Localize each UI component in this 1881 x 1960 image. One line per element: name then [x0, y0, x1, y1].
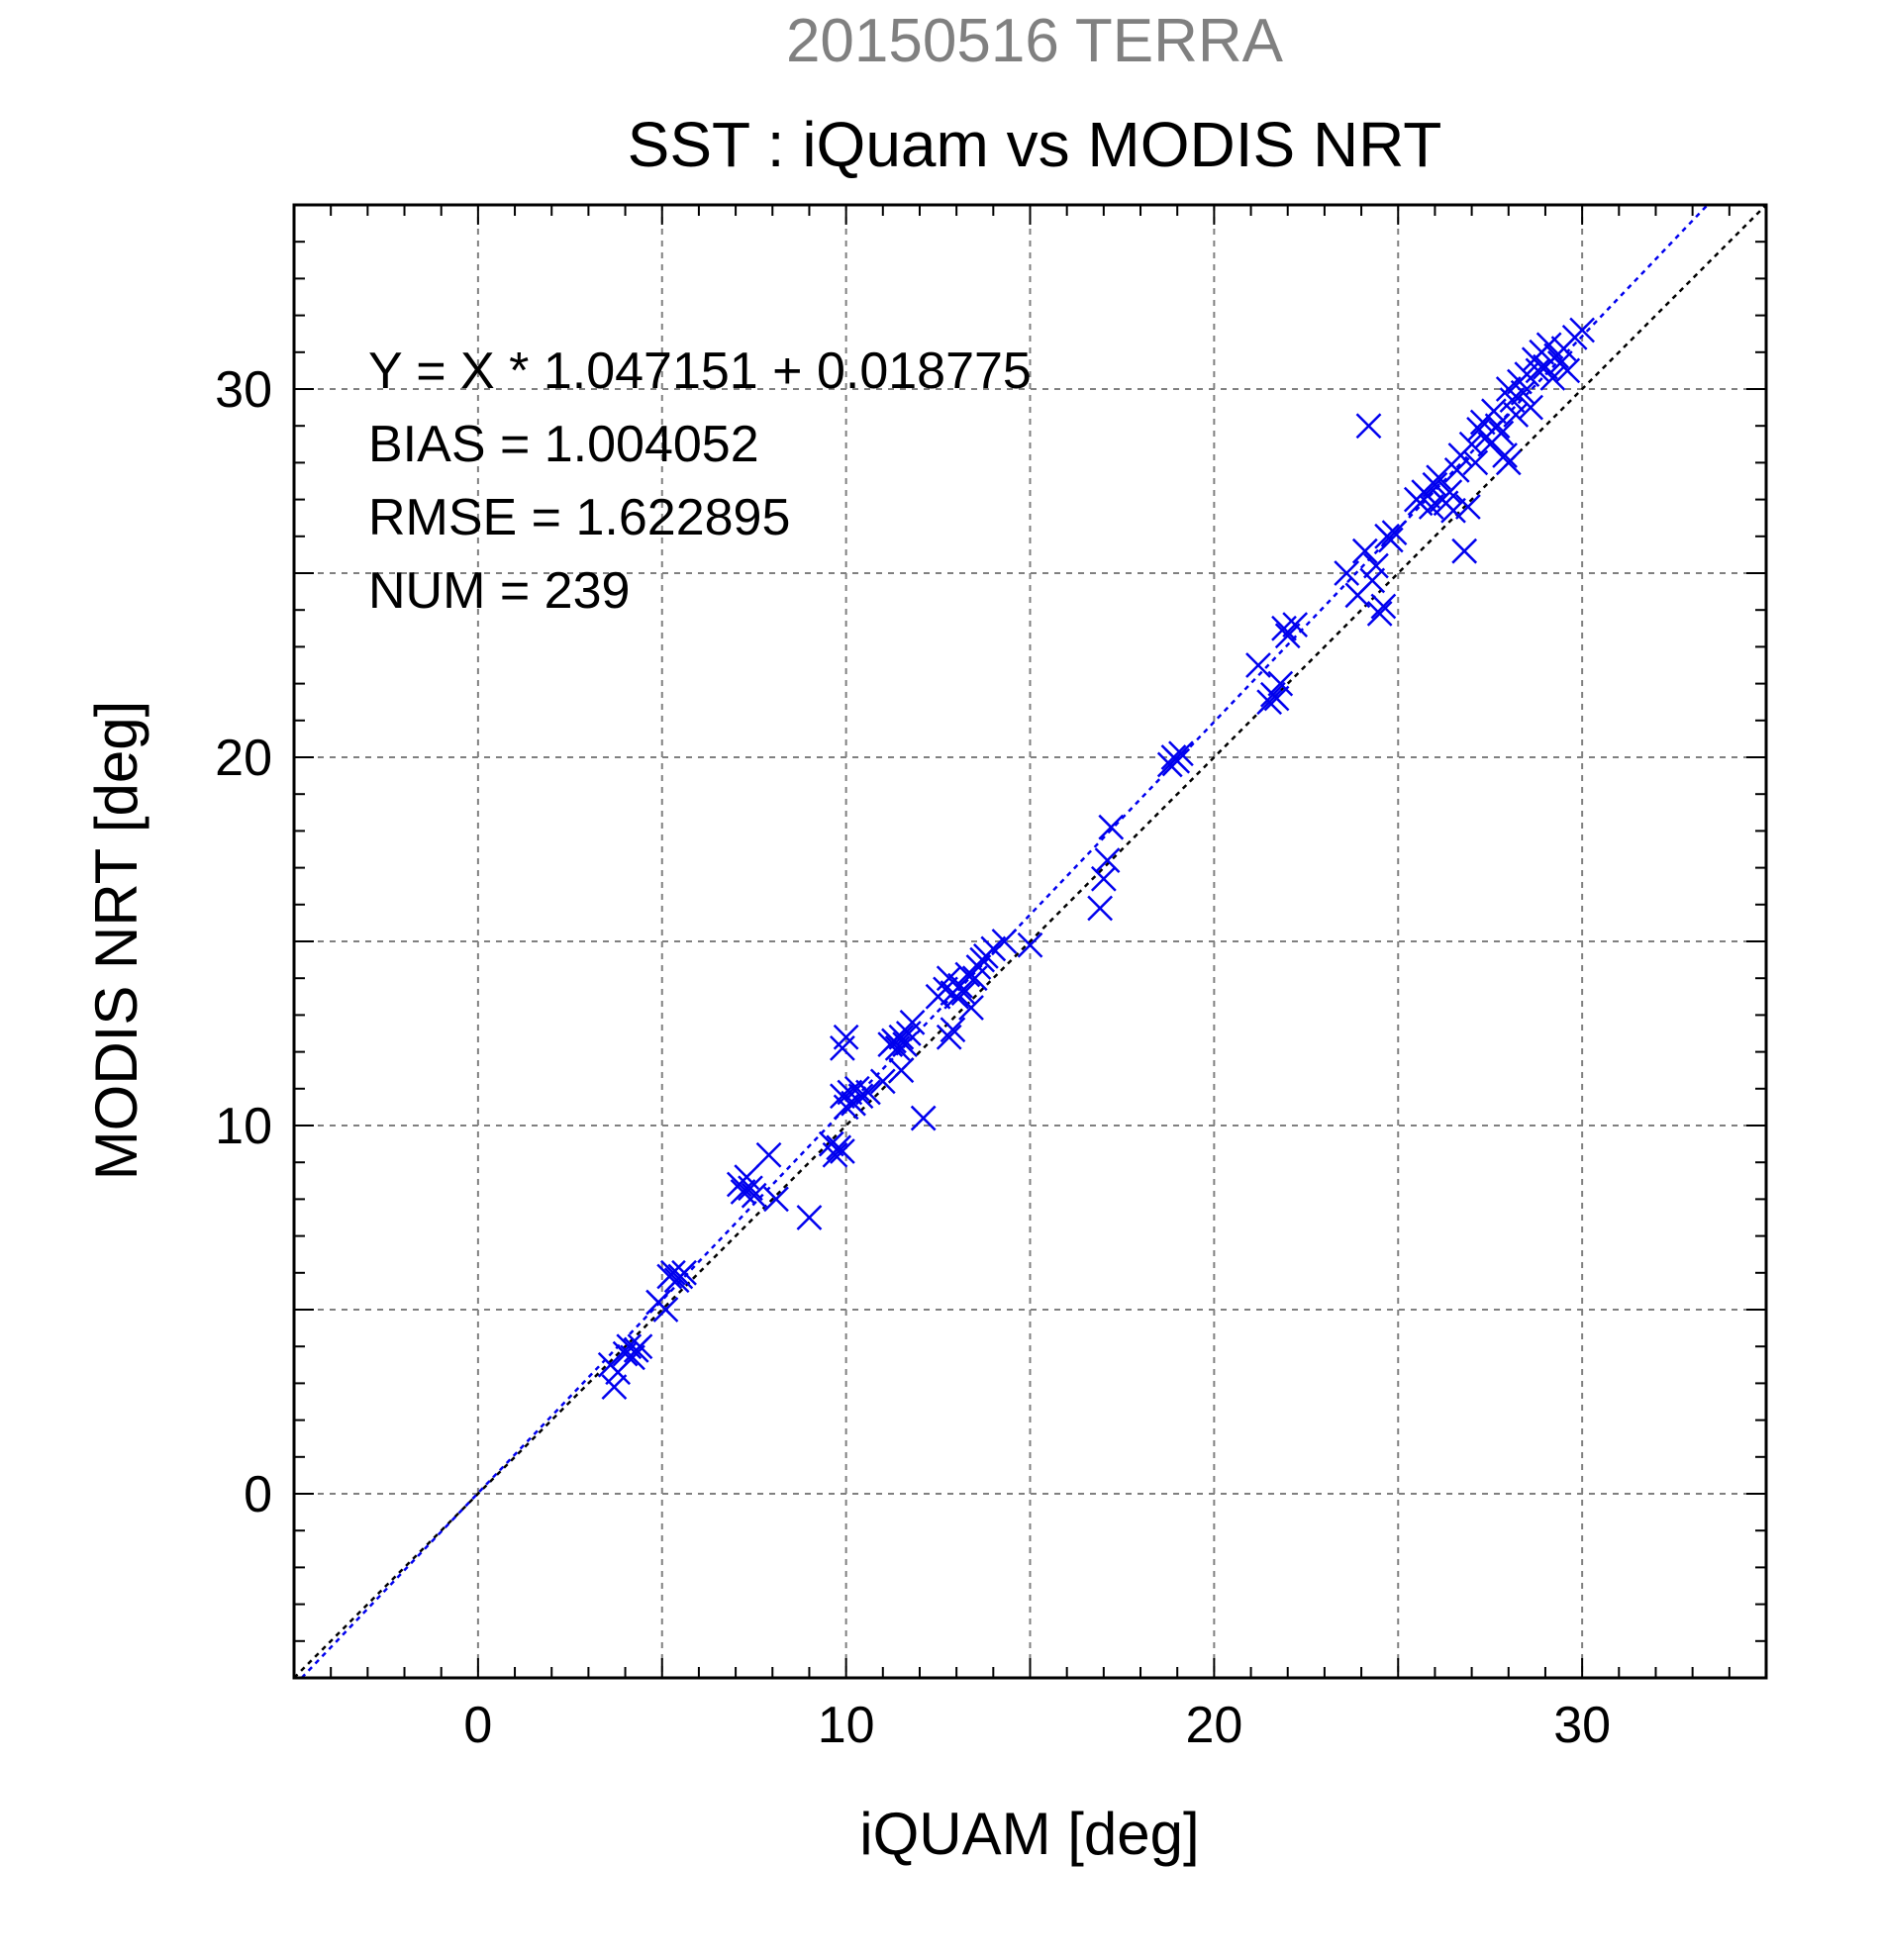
data-point [1484, 413, 1511, 440]
data-point [1539, 364, 1566, 391]
data-point [1334, 560, 1360, 586]
data-point [1451, 538, 1478, 564]
data-point [910, 1105, 937, 1131]
data-point [620, 1344, 645, 1371]
data-point [1422, 471, 1448, 498]
data-point [965, 954, 992, 980]
data-point [1554, 357, 1581, 384]
data-point [1426, 464, 1452, 491]
data-point [660, 1259, 686, 1286]
data-point [1363, 552, 1389, 579]
data-point [1370, 593, 1397, 620]
data-point [652, 1297, 679, 1323]
data-point [671, 1259, 697, 1286]
data-point [1366, 601, 1393, 627]
y-tick-labels: 0 10 20 30 [215, 361, 272, 1523]
data-point [627, 1333, 653, 1360]
data-point [741, 1182, 767, 1209]
data-point [855, 1079, 881, 1106]
data-point [833, 1094, 859, 1121]
data-point [847, 1083, 874, 1110]
data-point [1462, 449, 1489, 476]
data-point [1098, 814, 1125, 840]
data-point [1440, 497, 1466, 524]
data-point [1381, 520, 1408, 545]
data-point [755, 1141, 782, 1168]
data-point [940, 1017, 966, 1043]
data-point [1495, 449, 1522, 476]
data-point [1168, 740, 1194, 767]
plot-frame [292, 203, 1768, 1680]
data-point [888, 1024, 915, 1050]
data-point [899, 1009, 926, 1035]
data-point [1355, 413, 1382, 440]
data-point [1256, 689, 1283, 716]
data-point [1164, 747, 1191, 774]
chart-title: SST : iQuam vs MODIS NRT [628, 109, 1442, 180]
x-tick-labels: 0 10 20 30 [463, 1697, 1611, 1754]
identity-line [293, 204, 1767, 1679]
data-point [936, 1024, 962, 1050]
reference-lines [293, 204, 1767, 1679]
annotation-rmse: RMSE = 1.622895 [368, 489, 790, 546]
data-point [869, 1068, 896, 1095]
data-point [1443, 456, 1470, 483]
x-tick-label: 20 [1185, 1697, 1242, 1754]
data-point [1087, 895, 1114, 922]
data-point [1351, 538, 1378, 564]
x-tick-label: 0 [463, 1697, 492, 1754]
data-point [1418, 494, 1444, 520]
data-point [1569, 317, 1596, 343]
data-point [888, 1057, 915, 1084]
data-point [830, 1138, 855, 1164]
data-point [1503, 402, 1530, 428]
data-point [1274, 623, 1301, 649]
minor-ticks [293, 204, 1767, 1679]
data-points [597, 317, 1596, 1401]
data-point [1488, 420, 1515, 446]
fit-line [300, 204, 1709, 1679]
y-axis-label: MODIS NRT [deg] [83, 701, 149, 1181]
y-tick-label: 10 [215, 1098, 272, 1155]
data-point [601, 1374, 628, 1401]
data-point [1377, 527, 1404, 553]
y-tick-label: 30 [215, 361, 272, 419]
data-point [1282, 612, 1309, 637]
annotation-fit-equation: Y = X * 1.047151 + 0.018775 [368, 343, 1032, 400]
data-point [1267, 670, 1294, 697]
data-point [1481, 398, 1507, 425]
data-point [1094, 847, 1121, 874]
data-point [991, 929, 1018, 954]
annotation-num: NUM = 239 [368, 562, 630, 620]
data-point [833, 1024, 859, 1050]
data-point [958, 995, 984, 1021]
data-point [1359, 567, 1386, 594]
x-axis-label: iQUAM [deg] [859, 1801, 1199, 1867]
data-point [1017, 931, 1043, 958]
data-point [980, 935, 1007, 962]
y-tick-label: 20 [215, 730, 272, 787]
data-point [1499, 387, 1526, 414]
data-point [822, 1141, 848, 1168]
data-point [1245, 652, 1271, 678]
annotation-bias: BIAS = 1.004052 [368, 416, 759, 473]
y-tick-label: 0 [244, 1466, 272, 1523]
x-tick-label: 10 [818, 1697, 875, 1754]
data-point [1454, 494, 1481, 520]
data-point [1492, 442, 1518, 468]
x-tick-label: 30 [1553, 1697, 1611, 1754]
data-point [796, 1205, 823, 1230]
data-point [1090, 865, 1117, 892]
data-point [738, 1175, 763, 1202]
data-point [763, 1186, 789, 1213]
chart-supertitle: 20150516 TERRA [786, 7, 1284, 75]
data-point [1263, 685, 1290, 712]
stats-annotations: Y = X * 1.047151 + 0.018775 BIAS = 1.004… [368, 343, 1032, 620]
data-point [1535, 332, 1562, 358]
data-point [1518, 394, 1543, 421]
